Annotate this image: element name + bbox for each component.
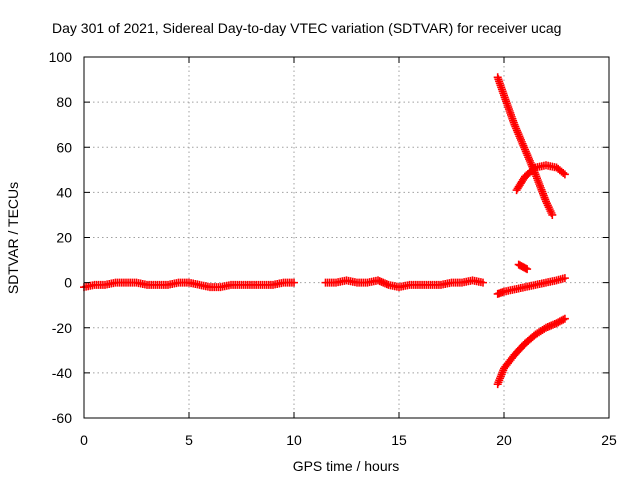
data-series [512, 161, 569, 195]
data-series [514, 260, 532, 274]
data-point [560, 274, 569, 283]
x-tick-labels: 0 5 10 15 20 25 [80, 432, 617, 448]
y-tick-label: -40 [52, 365, 72, 381]
data-point [548, 210, 557, 219]
data-series [493, 73, 557, 219]
data-series [493, 274, 569, 298]
y-axis-label: SDTVAR / TECUs [5, 182, 21, 294]
data-point [523, 265, 532, 274]
x-tick-label: 25 [601, 432, 617, 448]
y-tick-label: 0 [64, 275, 72, 291]
ticks [83, 56, 610, 419]
chart-title: Day 301 of 2021, Sidereal Day-to-day VTE… [52, 20, 561, 36]
data-point [479, 278, 487, 287]
y-tick-label: -60 [52, 410, 72, 426]
data-point [560, 314, 569, 323]
data-point [560, 170, 569, 179]
x-tick-label: 10 [286, 432, 302, 448]
data-point [559, 315, 568, 324]
data-point [559, 168, 568, 177]
x-axis-label: GPS time / hours [293, 458, 400, 474]
y-tick-label: 100 [49, 49, 73, 65]
marks [80, 73, 569, 389]
y-tick-label: -20 [52, 320, 72, 336]
y-tick-label: 20 [56, 230, 72, 246]
x-tick-label: 0 [80, 432, 88, 448]
data-series [321, 276, 487, 292]
data-series [493, 314, 569, 389]
y-tick-labels: -60 -40 -20 0 20 40 60 80 100 [49, 49, 73, 426]
y-tick-label: 40 [56, 184, 72, 200]
grid [84, 57, 609, 418]
data-point [530, 164, 538, 173]
data-series [80, 278, 298, 292]
y-tick-label: 80 [56, 94, 72, 110]
x-tick-label: 20 [496, 432, 512, 448]
x-tick-label: 5 [185, 432, 193, 448]
y-tick-label: 60 [56, 139, 72, 155]
x-tick-label: 15 [391, 432, 407, 448]
data-point [290, 278, 298, 287]
